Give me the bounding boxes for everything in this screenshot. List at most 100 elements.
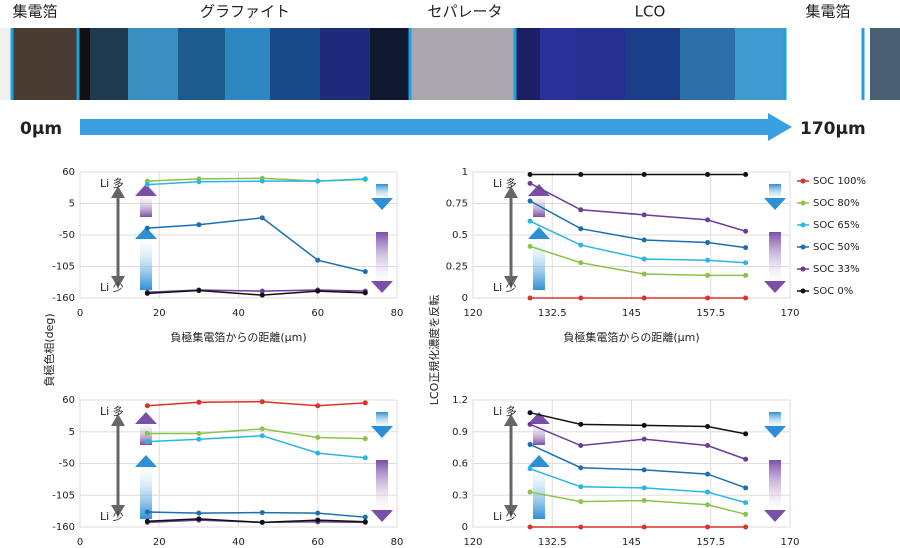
annotation: Li 少 bbox=[493, 510, 517, 523]
x-tick-label: 0 bbox=[77, 537, 83, 548]
data-point bbox=[259, 292, 265, 298]
y-tick-label: -50 bbox=[59, 459, 75, 470]
photo-segment bbox=[12, 28, 78, 100]
shade-arrow bbox=[376, 184, 388, 200]
photo-segment bbox=[540, 28, 575, 100]
data-point bbox=[578, 226, 584, 232]
shade-arrow bbox=[140, 465, 152, 519]
data-point bbox=[641, 436, 647, 442]
data-point bbox=[259, 510, 265, 516]
y-tick-label: 0 bbox=[462, 522, 468, 533]
data-point bbox=[362, 269, 368, 275]
legend-label: SOC 80% bbox=[813, 198, 860, 209]
data-point bbox=[641, 237, 647, 243]
shade-arrow bbox=[769, 232, 781, 283]
shade-arrow bbox=[376, 460, 388, 512]
data-point bbox=[578, 524, 584, 530]
data-point bbox=[641, 256, 647, 262]
data-point bbox=[743, 431, 749, 437]
li-arrow-head bbox=[504, 414, 518, 426]
shade-arrow-head bbox=[528, 455, 550, 467]
y-tick-label: 1.2 bbox=[452, 395, 468, 406]
y-tick-label: 0.25 bbox=[446, 262, 468, 273]
data-point bbox=[743, 172, 749, 178]
y-tick-label: 0.3 bbox=[452, 490, 468, 501]
data-point bbox=[641, 295, 647, 301]
data-point bbox=[705, 489, 711, 495]
data-point bbox=[362, 176, 368, 182]
data-point bbox=[196, 399, 202, 405]
region-label: 集電箔 bbox=[12, 3, 57, 21]
data-point bbox=[196, 222, 202, 228]
data-point bbox=[578, 260, 584, 266]
data-point bbox=[259, 288, 265, 294]
data-point bbox=[743, 295, 749, 301]
legend-marker bbox=[800, 200, 806, 206]
data-point bbox=[527, 172, 533, 178]
data-point bbox=[362, 455, 368, 461]
photo-segment bbox=[575, 28, 625, 100]
region-label: グラファイト bbox=[200, 3, 290, 21]
start-label: 0μm bbox=[20, 119, 62, 139]
legend-label: SOC 50% bbox=[813, 242, 860, 253]
data-point bbox=[705, 217, 711, 223]
data-point bbox=[362, 290, 368, 296]
x-tick-label: 120 bbox=[463, 537, 482, 548]
li-arrow-head bbox=[111, 414, 125, 426]
shade-arrow bbox=[140, 194, 152, 217]
data-point bbox=[705, 240, 711, 246]
legend-marker bbox=[800, 178, 806, 184]
end-label: 170μm bbox=[800, 119, 866, 139]
region-label: 集電箔 bbox=[805, 3, 850, 21]
shade-arrow bbox=[533, 465, 545, 519]
data-point bbox=[578, 484, 584, 490]
data-point bbox=[144, 403, 150, 409]
data-point bbox=[196, 288, 202, 294]
x-tick-label: 170 bbox=[780, 537, 799, 548]
y-tick-label: 0.6 bbox=[452, 459, 468, 470]
photo-segment bbox=[320, 28, 370, 100]
photo-segment bbox=[78, 28, 90, 100]
li-arrow-head bbox=[504, 276, 518, 288]
shade-arrow-head bbox=[371, 198, 393, 210]
x-tick-label: 40 bbox=[232, 308, 245, 319]
data-point bbox=[259, 178, 265, 184]
data-point bbox=[315, 403, 321, 409]
photo-segment bbox=[870, 28, 900, 100]
data-point bbox=[144, 225, 150, 231]
y-tick-label: 0.9 bbox=[452, 427, 468, 438]
x-tick-label: 132.5 bbox=[538, 537, 567, 548]
data-point bbox=[743, 511, 749, 517]
li-arrow-head bbox=[504, 186, 518, 198]
data-point bbox=[362, 400, 368, 406]
data-point bbox=[743, 228, 749, 234]
shade-arrow bbox=[769, 412, 781, 428]
data-point bbox=[578, 295, 584, 301]
region-label: LCO bbox=[635, 3, 666, 21]
shade-arrow-head bbox=[371, 510, 393, 522]
y-tick-label: 1 bbox=[462, 167, 468, 178]
x-tick-label: 60 bbox=[311, 308, 324, 319]
legend-marker bbox=[800, 222, 806, 228]
data-point bbox=[527, 243, 533, 249]
photo-segment bbox=[370, 28, 410, 100]
data-point bbox=[315, 450, 321, 456]
li-arrow-head bbox=[111, 505, 125, 517]
shade-arrow bbox=[376, 232, 388, 283]
distance-arrow-head bbox=[768, 113, 792, 141]
legend-label: SOC 100% bbox=[813, 176, 866, 187]
data-point bbox=[527, 466, 533, 472]
data-point bbox=[315, 257, 321, 263]
li-arrow-head bbox=[111, 276, 125, 288]
legend-marker bbox=[800, 266, 806, 272]
photo-segment bbox=[410, 28, 515, 100]
data-point bbox=[196, 430, 202, 436]
data-point bbox=[144, 439, 150, 445]
data-point bbox=[578, 465, 584, 471]
li-arrow-head bbox=[504, 505, 518, 517]
data-point bbox=[705, 443, 711, 449]
data-point bbox=[743, 456, 749, 462]
data-point bbox=[705, 272, 711, 278]
data-point bbox=[527, 410, 533, 416]
x-tick-label: 0 bbox=[77, 308, 83, 319]
